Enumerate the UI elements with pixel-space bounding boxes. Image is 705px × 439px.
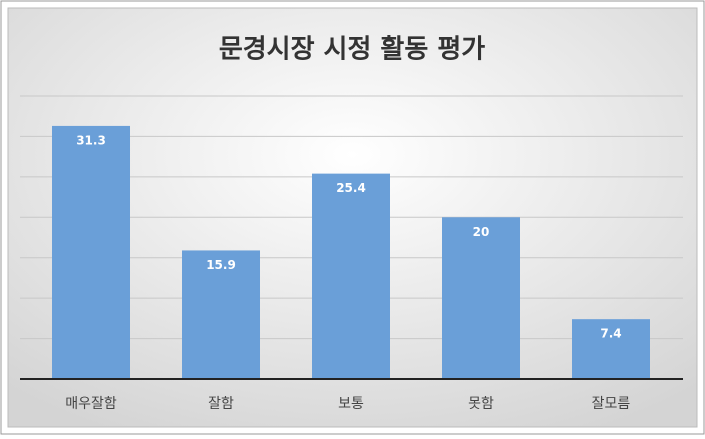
bar <box>312 173 390 379</box>
bar <box>52 125 130 379</box>
x-tick-label: 매우잘함 <box>65 396 117 412</box>
bar <box>442 217 520 379</box>
x-tick-label: 못함 <box>468 396 494 412</box>
data-label: 25.4 <box>336 181 366 195</box>
bar <box>182 250 260 379</box>
x-tick-label: 잘모름 <box>592 396 631 412</box>
data-label: 15.9 <box>206 258 236 272</box>
data-label: 31.3 <box>76 133 106 147</box>
bar <box>572 319 650 379</box>
x-tick-label: 보통 <box>338 396 364 412</box>
chart-title: 문경시장 시정 활동 평가 <box>219 35 485 65</box>
data-label: 7.4 <box>600 327 621 341</box>
x-tick-label: 잘함 <box>208 396 234 412</box>
data-label: 20 <box>473 225 490 239</box>
